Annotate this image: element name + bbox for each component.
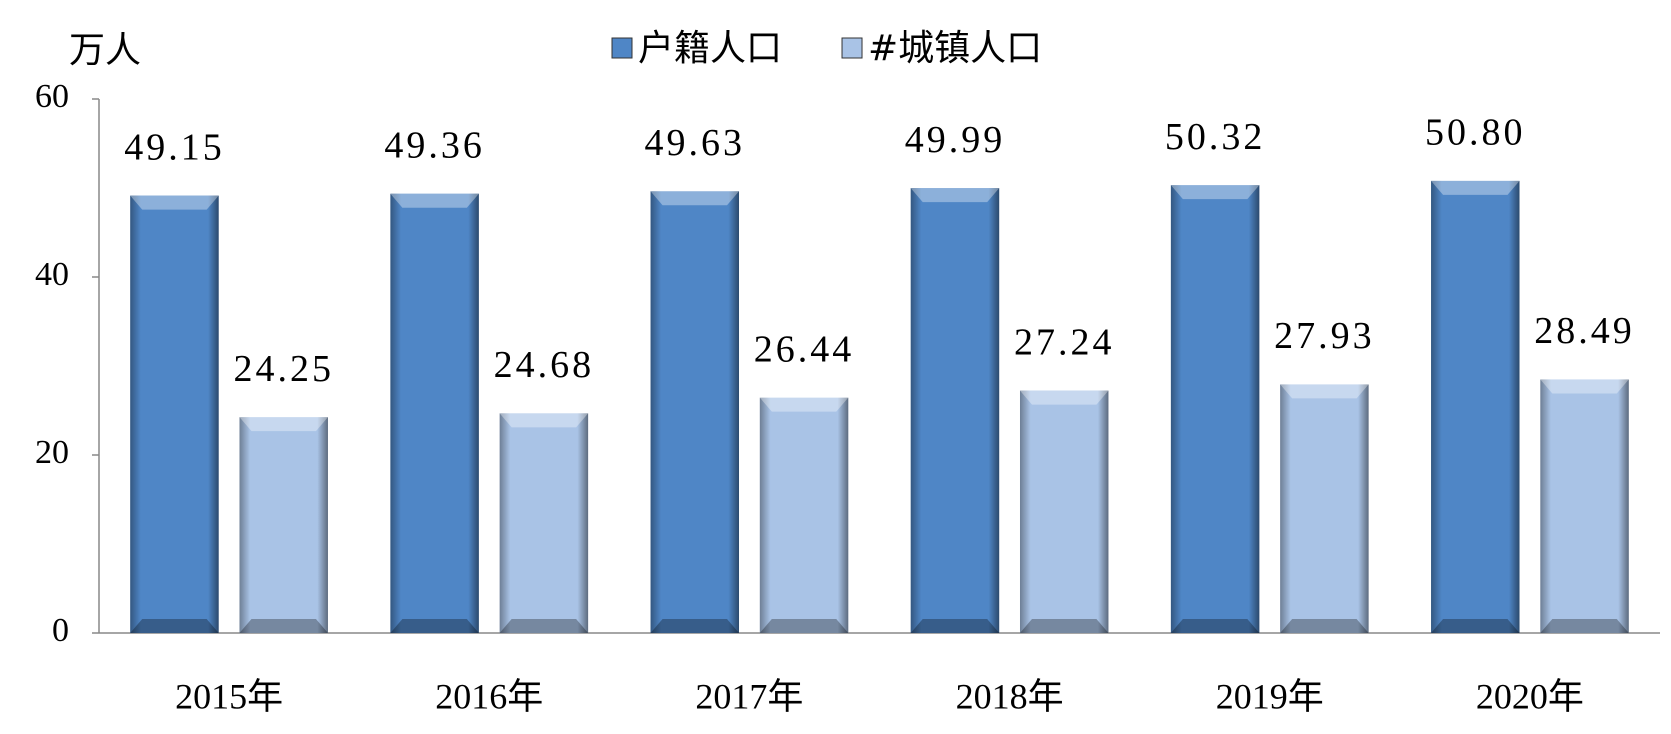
bar-bevel-bottom — [390, 619, 479, 633]
x-tick-label: 2017年 — [695, 676, 803, 716]
bar-bevel-bottom — [1280, 619, 1369, 633]
bar-shade — [390, 193, 479, 634]
bar-bevel-top — [130, 195, 219, 210]
bar-bevel-bottom — [910, 619, 1000, 633]
y-tick-label: 40 — [35, 256, 69, 293]
bar-shade — [499, 413, 589, 633]
x-tick-label: 2016年 — [435, 676, 543, 716]
legend-label: #城镇人口 — [868, 28, 1042, 69]
data-label: 50.32 — [1165, 116, 1266, 158]
data-label: 24.68 — [494, 344, 595, 386]
y-axis-title: 万人 — [69, 30, 141, 71]
bar-bevel-top — [650, 191, 740, 206]
bar-bevel-top — [1280, 384, 1369, 399]
bar-shade — [650, 191, 740, 633]
x-tick-label: 2020年 — [1476, 676, 1584, 716]
bar-bevel-top — [1431, 180, 1520, 195]
bar-bevel-top — [239, 417, 328, 432]
bar-bevel-bottom — [239, 619, 328, 633]
data-label: 49.15 — [124, 126, 225, 168]
bar-shade — [239, 417, 328, 633]
data-label: 49.36 — [384, 124, 485, 166]
legend-swatch — [841, 37, 863, 59]
bar-shade — [1280, 384, 1369, 633]
bar-shade — [1431, 180, 1520, 633]
bar-bevel-bottom — [650, 619, 740, 633]
data-label: 24.25 — [233, 348, 334, 390]
bar-bevel-top — [499, 413, 589, 428]
x-tick-label: 2019年 — [1216, 676, 1324, 716]
bar-bevel-top — [390, 193, 479, 208]
bar-shade — [759, 397, 849, 633]
data-label: 27.24 — [1014, 321, 1115, 363]
data-label: 49.99 — [905, 119, 1006, 161]
bar-bevel-top — [1540, 379, 1629, 394]
legend-swatch — [611, 37, 633, 59]
bar-shade — [1170, 185, 1260, 634]
bar-bevel-top — [910, 188, 1000, 203]
legend-label: 户籍人口 — [638, 28, 782, 69]
data-label: 49.63 — [645, 122, 746, 164]
bar-bevel-bottom — [759, 619, 849, 633]
data-label: 28.49 — [1534, 310, 1635, 352]
bar-bevel-bottom — [1540, 619, 1629, 633]
bar-bevel-bottom — [499, 619, 589, 633]
bar-shade — [130, 195, 219, 633]
x-tick-label: 2015年 — [175, 676, 283, 716]
data-label: 50.80 — [1425, 112, 1526, 154]
bar-bevel-top — [1170, 185, 1260, 200]
bar-bevel-top — [1019, 390, 1109, 405]
y-tick-label: 20 — [35, 434, 69, 471]
y-tick-label: 60 — [35, 78, 69, 115]
bar-bevel-bottom — [1170, 619, 1260, 633]
bar-bevel-top — [759, 397, 849, 412]
bar-bevel-bottom — [1431, 619, 1520, 633]
y-tick-label: 0 — [52, 612, 69, 649]
bar-bevel-bottom — [1019, 619, 1109, 633]
bar-bevel-bottom — [130, 619, 219, 633]
bar-shade — [1019, 390, 1109, 633]
data-label: 26.44 — [754, 328, 855, 370]
data-label: 27.93 — [1274, 315, 1375, 357]
x-tick-label: 2018年 — [956, 676, 1064, 716]
bar-shade — [1540, 379, 1629, 633]
bar-shade — [910, 188, 1000, 634]
